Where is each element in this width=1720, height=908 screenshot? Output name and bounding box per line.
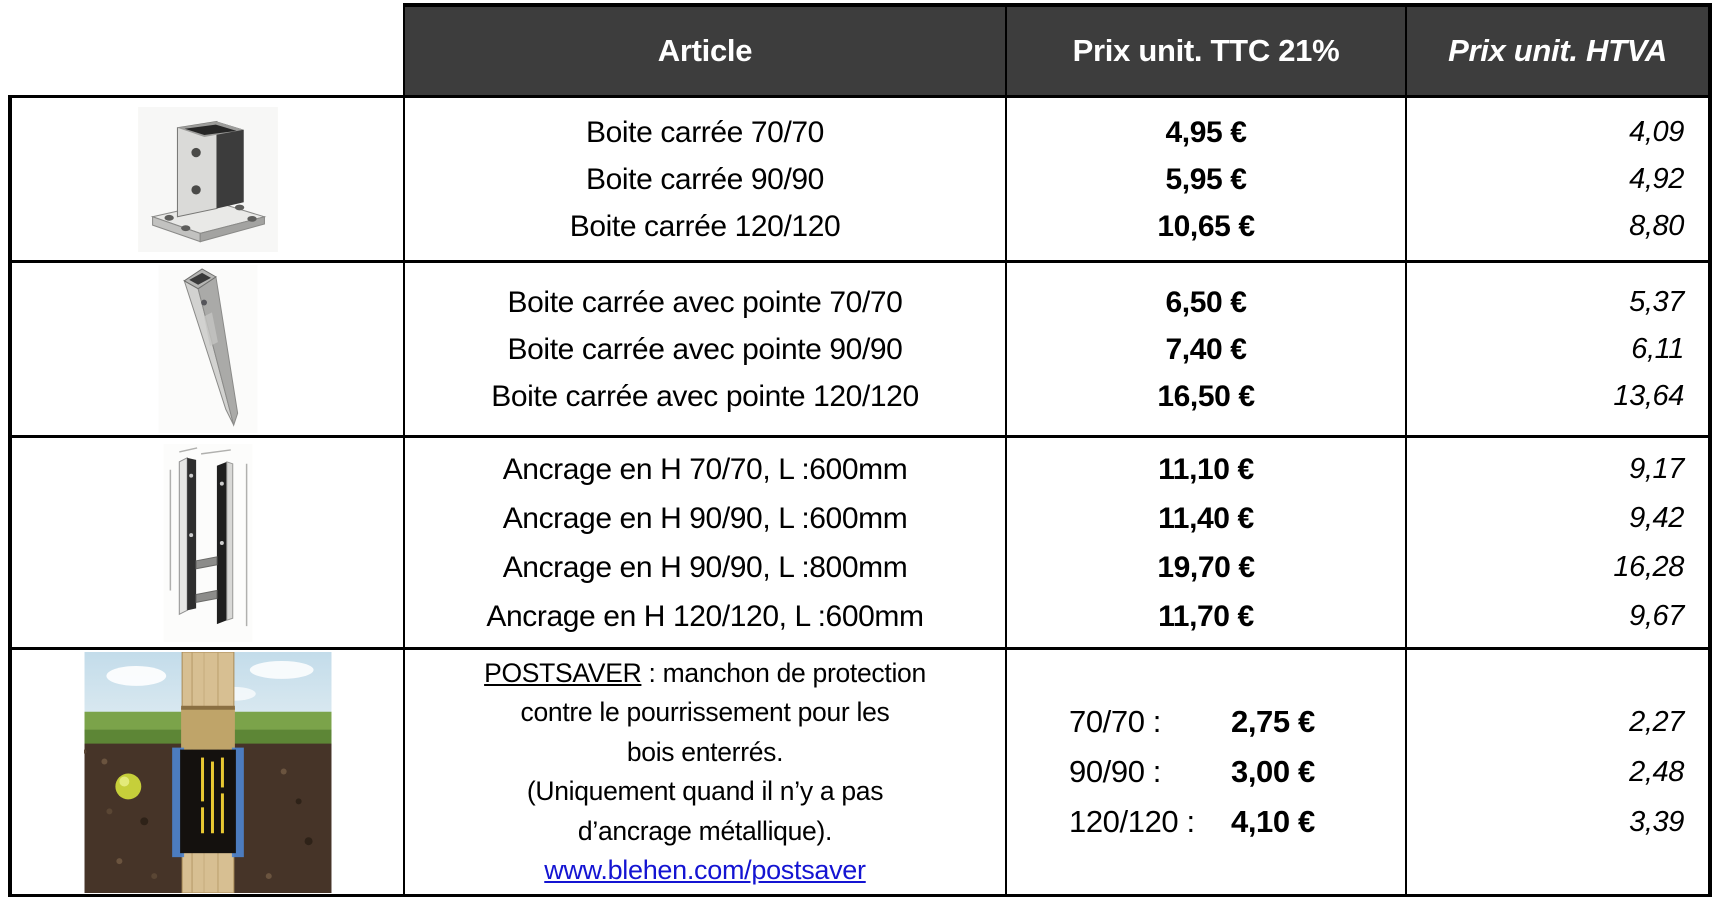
price-ttc: 4,95 €: [1165, 115, 1247, 149]
price-ttc-cell-row1: 4,95 € 5,95 € 10,65 €: [1005, 98, 1405, 263]
price-htva: 9,17: [1629, 452, 1684, 485]
image-cell-square-post-base: [8, 98, 403, 263]
postsaver-desc-line: (Uniquement quand il n’y a pas: [526, 776, 884, 806]
postsaver-size-label: 120/120 :: [1069, 804, 1195, 839]
postsaver-size-label: 70/70 :: [1069, 704, 1162, 739]
price-ttc: 11,70 €: [1158, 599, 1254, 633]
postsaver-desc-line: POSTSAVER : manchon de protection: [484, 654, 926, 694]
price-ttc: 2,75 €: [1231, 704, 1315, 739]
article-cell-row3: Ancrage en H 70/70, L :600mm Ancrage en …: [403, 438, 1005, 650]
price-htva-cell-row2: 5,37 6,11 13,64: [1405, 263, 1712, 438]
postsaver-size-label: 90/90 :: [1069, 754, 1162, 789]
price-htva: 2,27: [1629, 706, 1684, 738]
price-htva-cell-row3: 9,17 9,42 16,28 9,67: [1405, 438, 1712, 650]
article-name: Boite carrée avec pointe 70/70: [507, 285, 903, 319]
header-empty-cell: [8, 3, 403, 98]
price-htva: 13,64: [1613, 379, 1684, 412]
article-name: Ancrage en H 90/90, L :600mm: [502, 501, 908, 535]
article-name: Boite carrée 90/90: [586, 162, 824, 196]
price-htva: 6,11: [1631, 332, 1684, 365]
postsaver-desc-line: d’ancrage métallique).: [577, 815, 833, 846]
postsaver-desc-rest: : manchon de protection: [641, 657, 926, 688]
postsaver-price-line: 120/120 : 4,10 €: [1069, 797, 1315, 847]
header-price-htva: Prix unit. HTVA: [1405, 3, 1712, 98]
price-htva: 8,80: [1629, 209, 1684, 242]
image-cell-postsaver: [8, 650, 403, 897]
price-ttc-cell-postsaver: 70/70 : 2,75 € 90/90 : 3,00 € 120/120 : 4,1…: [1005, 650, 1405, 897]
article-name: Ancrage en H 120/120, L :600mm: [486, 599, 924, 633]
article-name: Ancrage en H 70/70, L :600mm: [502, 452, 908, 486]
article-name: Ancrage en H 90/90, L :800mm: [502, 550, 908, 584]
price-htva: 4,92: [1629, 162, 1684, 195]
postsaver-desc-line: contre le pourrissement pour les: [520, 697, 890, 727]
header-article: Article: [403, 3, 1005, 98]
price-table: Article Prix unit. TTC 21% Prix unit. HT…: [8, 3, 1712, 897]
price-htva: 4,09: [1629, 115, 1684, 148]
price-htva-cell-postsaver: 2,27 2,48 3,39: [1405, 650, 1712, 897]
header-article-label: Article: [657, 33, 753, 68]
header-price-ttc-label: Prix unit. TTC 21%: [1072, 33, 1340, 68]
price-ttc: 5,95 €: [1165, 162, 1247, 196]
header-price-ttc: Prix unit. TTC 21%: [1005, 3, 1405, 98]
price-ttc-cell-row2: 6,50 € 7,40 € 16,50 €: [1005, 263, 1405, 438]
article-cell-row2: Boite carrée avec pointe 70/70 Boite car…: [403, 263, 1005, 438]
postsaver-link[interactable]: www.blehen.com/postsaver: [544, 855, 866, 885]
price-ttc: 7,40 €: [1165, 332, 1247, 366]
price-htva-cell-row1: 4,09 4,92 8,80: [1405, 98, 1712, 263]
price-ttc: 4,10 €: [1231, 804, 1315, 839]
price-ttc: 3,00 €: [1231, 754, 1315, 789]
price-ttc-cell-row3: 11,10 € 11,40 € 19,70 € 11,70 €: [1005, 438, 1405, 650]
price-ttc: 16,50 €: [1157, 379, 1255, 413]
pointed-ground-spike-image: [158, 265, 257, 433]
price-ttc: 11,10 €: [1158, 452, 1254, 486]
price-htva: 2,48: [1629, 756, 1684, 788]
price-htva: 16,28: [1613, 550, 1684, 583]
price-ttc: 10,65 €: [1157, 209, 1255, 243]
price-htva: 9,42: [1629, 501, 1684, 534]
h-anchor-image: [162, 443, 253, 642]
price-ttc: 6,50 €: [1165, 285, 1247, 319]
price-htva: 9,67: [1629, 599, 1684, 632]
price-ttc: 19,70 €: [1157, 550, 1255, 584]
image-cell-h-anchor: [8, 438, 403, 650]
price-htva: 5,37: [1629, 285, 1684, 318]
square-post-base-image: [137, 106, 278, 252]
header-price-htva-label: Prix unit. HTVA: [1448, 33, 1667, 68]
price-htva: 3,39: [1629, 806, 1684, 838]
article-name: Boite carrée 120/120: [569, 209, 841, 243]
postsaver-price-line: 90/90 : 3,00 €: [1069, 747, 1315, 797]
postsaver-desc-line: bois enterrés.: [626, 736, 784, 767]
article-cell-postsaver: POSTSAVER : manchon de protection contre…: [403, 650, 1005, 897]
image-cell-ground-spike: [8, 263, 403, 438]
price-ttc: 11,40 €: [1158, 501, 1254, 535]
article-cell-row1: Boite carrée 70/70 Boite carrée 90/90 Bo…: [403, 98, 1005, 263]
postsaver-sleeve-photo: [83, 651, 331, 893]
article-name: Boite carrée avec pointe 120/120: [491, 379, 919, 413]
postsaver-title: POSTSAVER: [484, 657, 642, 688]
article-name: Boite carrée 70/70: [586, 115, 824, 149]
postsaver-price-line: 70/70 : 2,75 €: [1069, 697, 1315, 747]
article-name: Boite carrée avec pointe 90/90: [507, 332, 903, 366]
